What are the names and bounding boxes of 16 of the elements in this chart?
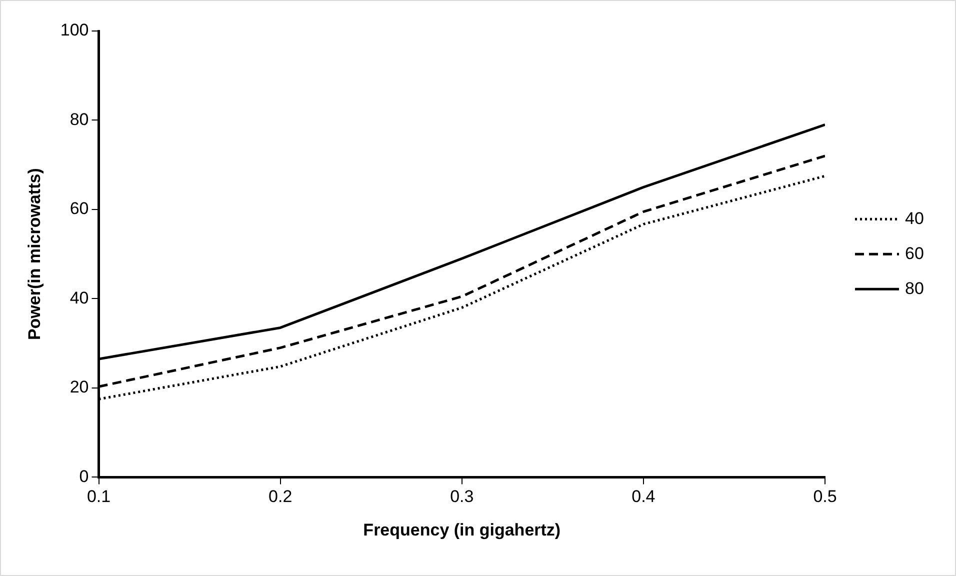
y-tick-label: 60 <box>70 199 89 218</box>
y-tick-label: 100 <box>60 20 89 40</box>
x-tick-label: 0.2 <box>268 487 292 506</box>
legend-label: 60 <box>905 244 924 263</box>
legend-label: 40 <box>905 208 924 228</box>
x-tick-label: 0.4 <box>632 487 656 506</box>
x-axis-title: Frequency (in gigahertz) <box>363 520 561 540</box>
y-tick-label: 80 <box>70 110 89 129</box>
y-tick-label: 0 <box>79 466 89 486</box>
legend-label: 80 <box>905 278 924 298</box>
y-axis-title: Power(in microwatts) <box>24 168 44 340</box>
x-tick-label: 0.5 <box>813 487 837 506</box>
y-tick-label: 20 <box>70 378 89 397</box>
x-tick-label: 0.3 <box>450 487 474 506</box>
y-tick-label: 40 <box>70 288 89 308</box>
x-tick-label: 0.1 <box>86 487 111 506</box>
